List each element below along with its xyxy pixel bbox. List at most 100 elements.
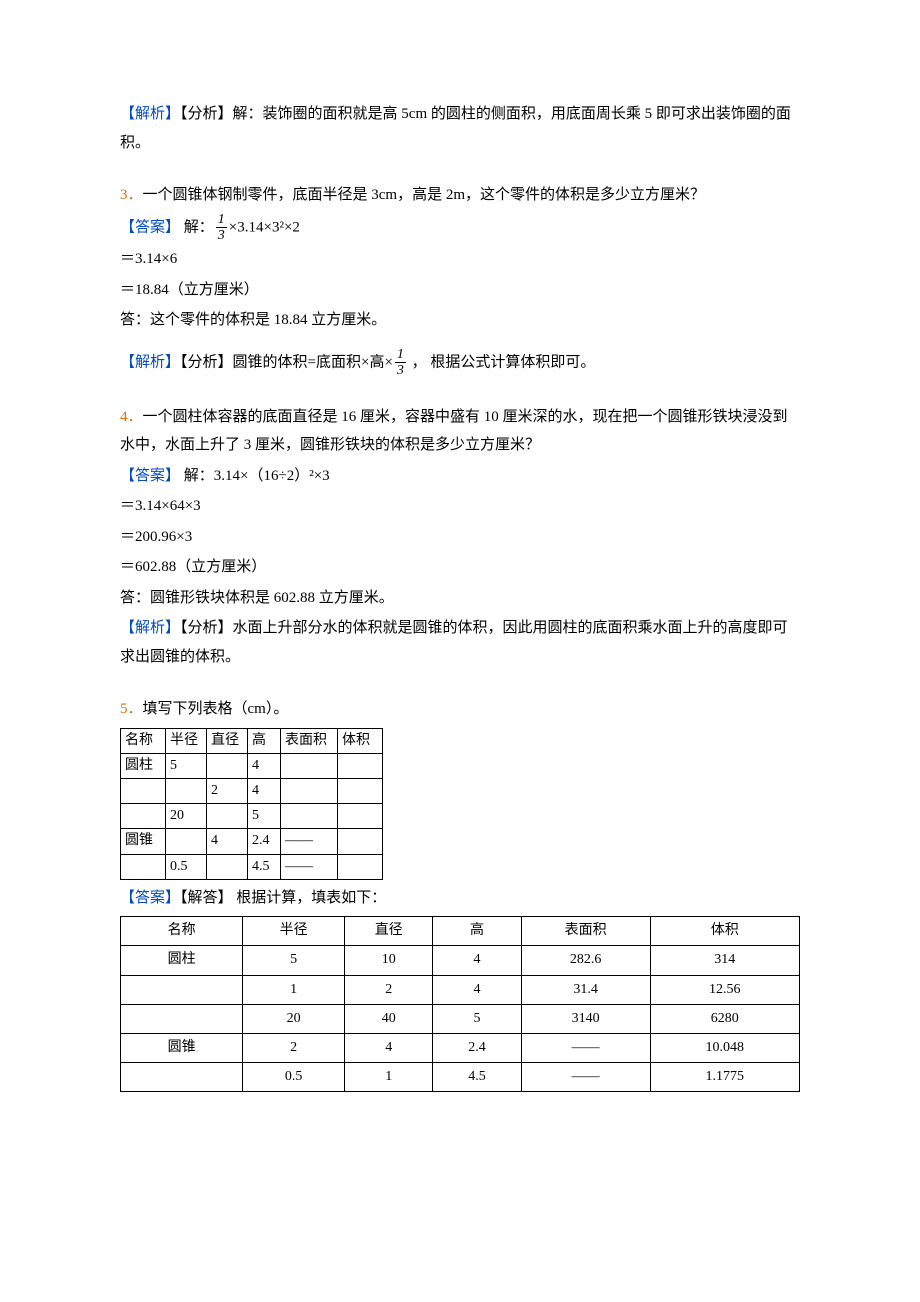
table-cell: 10 <box>345 946 433 975</box>
table-cell <box>281 753 338 778</box>
q5-ans-intro: 根据计算，填表如下： <box>233 890 387 906</box>
table-header: 半径 <box>243 917 345 946</box>
table-cell: 2 <box>243 1033 345 1062</box>
table-cell <box>207 753 248 778</box>
table-cell: 20 <box>166 804 207 829</box>
table-cell: 圆锥 <box>121 1033 243 1062</box>
frac-num: 1 <box>395 347 406 363</box>
table-cell: 4 <box>207 829 248 854</box>
table-cell <box>207 854 248 879</box>
q3-num: 3． <box>120 187 143 203</box>
table-cell: 5 <box>433 1004 521 1033</box>
table-cell: 12.56 <box>650 975 799 1004</box>
table-row: 圆柱54 <box>121 753 383 778</box>
table-cell <box>121 1004 243 1033</box>
q4-a4: ＝602.88（立方厘米） <box>120 553 800 582</box>
table-cell: 4 <box>345 1033 433 1062</box>
q5: 5．填写下列表格（cm）。 <box>120 695 800 724</box>
q3-line4: 答：这个零件的体积是 18.84 立方厘米。 <box>120 306 800 335</box>
answer-tag: 【答案】 <box>120 890 180 906</box>
table-cell <box>121 975 243 1004</box>
table-cell: 4 <box>433 946 521 975</box>
table-cell: 40 <box>345 1004 433 1033</box>
spacer <box>120 673 800 695</box>
frac-den: 3 <box>395 363 406 378</box>
table-row: 圆柱5104282.6314 <box>121 946 800 975</box>
table-cell: 4.5 <box>248 854 281 879</box>
q5-num: 5． <box>120 701 143 717</box>
q5-table2: 名称半径直径高表面积体积圆柱5104282.631412431.412.5620… <box>120 916 800 1092</box>
fraction-icon: 13 <box>216 212 227 244</box>
table-cell: 2 <box>345 975 433 1004</box>
frac-den: 3 <box>216 228 227 243</box>
q3: 3．一个圆锥体钢制零件，底面半径是 3cm，高是 2m，这个零件的体积是多少立方… <box>120 181 800 210</box>
table-header: 表面积 <box>521 917 650 946</box>
fraction-icon: 13 <box>395 347 406 379</box>
table-row: 0.514.5——1.1775 <box>121 1063 800 1092</box>
frac-num: 1 <box>216 212 227 228</box>
analysis-tag: 【解析】 <box>120 106 180 122</box>
table-row: 2040531406280 <box>121 1004 800 1033</box>
q3-exp-pre: 圆锥的体积=底面积×高× <box>233 354 393 370</box>
q4-a5: 答：圆锥形铁块体积是 602.88 立方厘米。 <box>120 584 800 613</box>
table-cell: 圆锥 <box>121 829 166 854</box>
table-cell: 31.4 <box>521 975 650 1004</box>
table-cell <box>281 804 338 829</box>
table-cell: 6280 <box>650 1004 799 1033</box>
table-cell <box>166 778 207 803</box>
table-cell <box>121 804 166 829</box>
q3-line2: ＝3.14×6 <box>120 245 800 274</box>
table-cell: 314 <box>650 946 799 975</box>
table-cell: 1 <box>345 1063 433 1092</box>
p2-analysis: 【解析】【分析】解：装饰圈的面积就是高 5cm 的圆柱的侧面积，用底面周长乘 5… <box>120 100 800 157</box>
table-cell: —— <box>521 1063 650 1092</box>
table-header: 名称 <box>121 917 243 946</box>
table-cell <box>121 778 166 803</box>
table-header: 直径 <box>345 917 433 946</box>
q4-a3: ＝200.96×3 <box>120 523 800 552</box>
table-cell: 282.6 <box>521 946 650 975</box>
table-cell: —— <box>281 854 338 879</box>
table-cell: 4.5 <box>433 1063 521 1092</box>
table-row: 12431.412.56 <box>121 975 800 1004</box>
table-header: 名称 <box>121 728 166 753</box>
analysis-label: 【分析】 <box>180 106 233 122</box>
table-cell <box>121 1063 243 1092</box>
q4-explain: 【解析】【分析】水面上升部分水的体积就是圆锥的体积，因此用圆柱的底面积乘水面上升… <box>120 614 800 671</box>
analysis-tag: 【解析】 <box>120 354 180 370</box>
q4: 4．一个圆柱体容器的底面直径是 16 厘米，容器中盛有 10 厘米深的水，现在把… <box>120 403 800 460</box>
spacer <box>120 337 800 347</box>
table-cell: 1 <box>243 975 345 1004</box>
q3-explain: 【解析】【分析】圆锥的体积=底面积×高×13 ， 根据公式计算体积即可。 <box>120 347 800 379</box>
q5-answer-intro: 【答案】【解答】 根据计算，填表如下： <box>120 884 800 913</box>
table-header: 直径 <box>207 728 248 753</box>
table-cell: 3140 <box>521 1004 650 1033</box>
table-cell: 4 <box>248 753 281 778</box>
table-cell: 5 <box>166 753 207 778</box>
answer-tag: 【答案】 <box>120 468 180 484</box>
table-cell: —— <box>521 1033 650 1062</box>
table-cell: 5 <box>243 946 345 975</box>
table-row: 圆锥42.4—— <box>121 829 383 854</box>
q5-table1: 名称半径直径高表面积体积圆柱5424205圆锥42.4——0.54.5—— <box>120 728 383 880</box>
table-cell <box>121 854 166 879</box>
table-row: 24 <box>121 778 383 803</box>
table-cell <box>338 804 383 829</box>
table-header: 半径 <box>166 728 207 753</box>
answer-tag: 【答案】 <box>120 219 180 235</box>
q3-ans-rest: ×3.14×3²×2 <box>229 219 300 235</box>
q3-ans-line1: 【答案】 解：13×3.14×3²×2 <box>120 212 800 244</box>
q3-exp-post: ， 根据公式计算体积即可。 <box>408 354 596 370</box>
q4-text: 一个圆柱体容器的底面直径是 16 厘米，容器中盛有 10 厘米深的水，现在把一个… <box>120 409 788 454</box>
table-cell <box>338 854 383 879</box>
solve-tag: 【解答】 <box>180 890 233 906</box>
table-cell: 4 <box>433 975 521 1004</box>
table-cell <box>281 778 338 803</box>
q3-text: 一个圆锥体钢制零件，底面半径是 3cm，高是 2m，这个零件的体积是多少立方厘米… <box>143 187 706 203</box>
analysis-tag: 【解析】 <box>120 620 180 636</box>
table-row: 0.54.5—— <box>121 854 383 879</box>
spacer <box>120 381 800 403</box>
table-header: 体积 <box>338 728 383 753</box>
table-cell: 20 <box>243 1004 345 1033</box>
analysis-label: 【分析】 <box>180 620 233 636</box>
